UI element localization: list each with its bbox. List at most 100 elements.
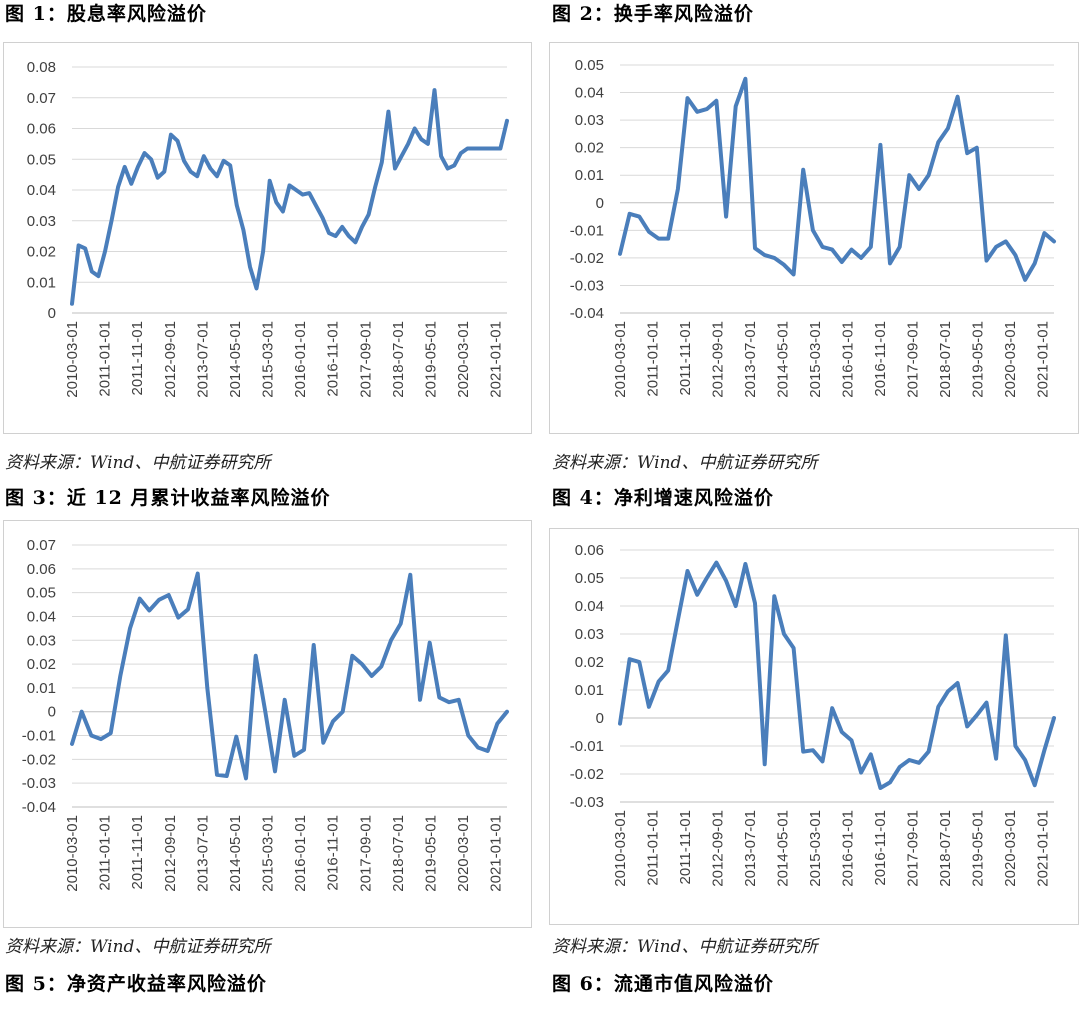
x-tick-label: 2011-11-01 <box>129 815 146 890</box>
x-tick-label: 2015-03-01 <box>807 810 824 887</box>
y-tick-label: -0.04 <box>570 305 604 322</box>
x-tick-label: 2012-09-01 <box>710 810 727 887</box>
x-tick-label: 2013-07-01 <box>742 810 759 887</box>
y-tick-label: 0.02 <box>575 654 604 671</box>
y-tick-label: 0.05 <box>27 585 56 602</box>
x-tick-label: 2012-09-01 <box>710 321 727 398</box>
x-tick-label: 2018-07-01 <box>937 810 954 887</box>
y-tick-label: 0 <box>48 305 56 322</box>
x-tick-label: 2016-11-01 <box>872 321 889 397</box>
x-tick-label: 2019-05-01 <box>970 810 987 887</box>
x-tick-label: 2016-01-01 <box>292 321 309 398</box>
figure-4-chart: -0.03 -0.02 -0.01 0 0.01 0.02 0.03 0.04 0.05 0.06… <box>549 528 1079 925</box>
y-tick-label: 0.05 <box>575 570 604 587</box>
y-tick-label: 0.06 <box>575 542 604 559</box>
x-tick-label: 2016-11-01 <box>325 321 342 397</box>
y-tick-label: 0 <box>596 195 604 212</box>
x-tick-label: 2020-03-01 <box>1002 321 1019 398</box>
figure-2-chart: -0.04 -0.03 -0.02 -0.01 0 0.01 0.02 0.03 0.04 0.0… <box>549 42 1079 434</box>
figure-2-svg: -0.04 -0.03 -0.02 -0.01 0 0.01 0.02 0.03 0.04 0.0… <box>570 57 1056 398</box>
x-tick-label: 2013-07-01 <box>194 815 211 892</box>
x-tick-label: 2014-05-01 <box>775 810 792 887</box>
y-tick-label: 0.03 <box>575 626 604 643</box>
y-tick-label: -0.01 <box>22 728 56 745</box>
y-tick-label: 0.02 <box>27 244 56 261</box>
figure-5-title: 图 5：净资产收益率风险溢价 <box>5 973 267 995</box>
figure-1-source: 资料来源：Wind、中航证券研究所 <box>5 453 271 473</box>
y-tick-label: 0.04 <box>575 85 604 102</box>
y-tick-label: 0.03 <box>27 213 56 230</box>
x-tick-label: 2010-03-01 <box>612 321 629 398</box>
x-tick-label: 2017-09-01 <box>905 810 922 887</box>
x-tick-label: 2015-03-01 <box>260 815 277 892</box>
y-tick-label: 0.05 <box>27 151 56 168</box>
y-tick-label: 0.01 <box>27 680 56 697</box>
y-tick-label: 0.03 <box>27 632 56 649</box>
figure-4-source: 资料来源：Wind、中航证券研究所 <box>552 937 818 957</box>
x-tick-label: 2021-01-01 <box>1035 321 1052 398</box>
figure-1-title: 图 1：股息率风险溢价 <box>5 3 207 25</box>
x-tick-label: 2016-11-01 <box>325 815 342 891</box>
y-tick-label: -0.01 <box>570 738 604 755</box>
y-tick-label: 0.01 <box>27 274 56 291</box>
y-tick-label: 0.01 <box>575 682 604 699</box>
y-tick-label: -0.02 <box>570 766 604 783</box>
figure-4-title: 图 4：净利增速风险溢价 <box>552 487 774 509</box>
y-tick-label: 0.08 <box>27 59 56 76</box>
x-tick-label: 2011-11-01 <box>677 321 694 396</box>
x-tick-label: 2010-03-01 <box>64 321 81 398</box>
x-tick-label: 2019-05-01 <box>970 321 987 398</box>
x-tick-label: 2020-03-01 <box>455 321 472 398</box>
y-tick-label: 0.04 <box>575 598 604 615</box>
y-tick-label: -0.02 <box>570 250 604 267</box>
x-tick-label: 2011-11-01 <box>129 321 146 396</box>
y-tick-label: 0.06 <box>27 561 56 578</box>
x-tick-label: 2015-03-01 <box>807 321 824 398</box>
x-tick-label: 2011-01-01 <box>97 321 114 397</box>
y-tick-label: 0 <box>596 710 604 727</box>
x-tick-label: 2018-07-01 <box>390 321 407 398</box>
y-tick-label: 0.04 <box>27 608 56 625</box>
x-tick-label: 2010-03-01 <box>64 815 81 892</box>
y-tick-label: -0.04 <box>22 799 56 816</box>
x-tick-label: 2012-09-01 <box>162 321 179 398</box>
y-tick-label: 0.07 <box>27 537 56 554</box>
x-tick-label: 2019-05-01 <box>422 321 439 398</box>
x-tick-label: 2017-09-01 <box>357 321 374 398</box>
y-tick-label: 0.02 <box>27 656 56 673</box>
y-tick-label: -0.03 <box>570 794 604 811</box>
x-tick-label: 2011-01-01 <box>97 815 114 891</box>
y-tick-label: -0.03 <box>22 775 56 792</box>
x-tick-label: 2017-09-01 <box>357 815 374 892</box>
y-tick-label: 0.05 <box>575 57 604 74</box>
x-tick-label: 2016-01-01 <box>840 810 857 887</box>
x-tick-label: 2014-05-01 <box>775 321 792 398</box>
x-tick-label: 2014-05-01 <box>227 321 244 398</box>
y-tick-label: 0.06 <box>27 121 56 138</box>
y-tick-label: 0.01 <box>575 167 604 184</box>
figure-1-chart: 0 0.01 0.02 0.03 0.04 0.05 0.06 0.07 0.08 2010-03… <box>3 42 532 434</box>
x-tick-label: 2011-01-01 <box>645 321 662 397</box>
series-line <box>618 76 1056 282</box>
series-line <box>618 560 1056 790</box>
x-tick-label: 2021-01-01 <box>488 815 505 892</box>
x-tick-label: 2021-01-01 <box>1035 810 1052 887</box>
x-tick-label: 2011-01-01 <box>645 810 662 886</box>
series-line <box>70 571 509 781</box>
x-tick-label: 2011-11-01 <box>677 810 694 885</box>
y-tick-label: 0.02 <box>575 140 604 157</box>
series-line <box>70 88 509 306</box>
y-tick-label: 0.03 <box>575 112 604 129</box>
x-tick-label: 2016-01-01 <box>840 321 857 398</box>
x-tick-label: 2020-03-01 <box>1002 810 1019 887</box>
y-tick-label: 0.07 <box>27 90 56 107</box>
x-tick-label: 2016-01-01 <box>292 815 309 892</box>
y-tick-label: -0.03 <box>570 277 604 294</box>
figure-2-title: 图 2：换手率风险溢价 <box>552 3 754 25</box>
x-tick-label: 2014-05-01 <box>227 815 244 892</box>
y-tick-label: -0.01 <box>570 222 604 239</box>
x-tick-label: 2018-07-01 <box>937 321 954 398</box>
x-tick-label: 2021-01-01 <box>488 321 505 398</box>
y-tick-label: 0 <box>48 704 56 721</box>
figure-2-source: 资料来源：Wind、中航证券研究所 <box>552 453 818 473</box>
